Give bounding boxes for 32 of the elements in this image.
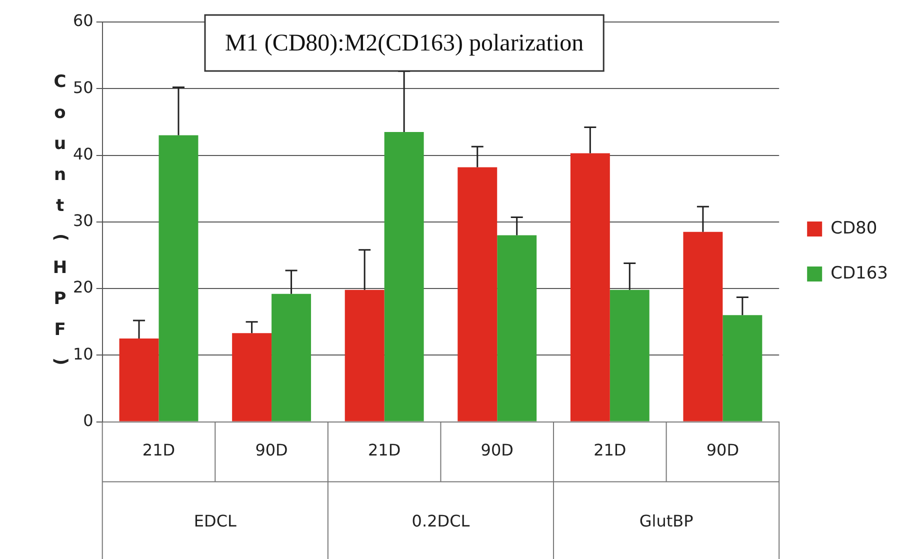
y-tick-label: 10: [73, 344, 94, 364]
text: EDCL: [194, 511, 236, 530]
x-tick-label: 90D: [255, 440, 288, 460]
legend-label: CD163: [830, 263, 888, 284]
y-tick-label: 50: [73, 78, 94, 97]
legend-label: CD80: [830, 218, 878, 238]
bar: [158, 135, 198, 422]
y-tick-label: 40: [73, 144, 94, 164]
bar: [722, 315, 762, 422]
x-tick-label: 21D: [594, 440, 626, 460]
bar: [384, 132, 424, 422]
y-tick-label: 60: [73, 11, 94, 30]
y-tick-label: 30: [73, 211, 94, 230]
x-tick-label: 90D: [706, 440, 740, 460]
bar: [683, 232, 723, 422]
bar: [570, 153, 610, 422]
chart-title: M1 (CD80):M2(CD163) polarization: [225, 30, 584, 56]
y-tick-label: 20: [73, 278, 94, 297]
bar: [119, 338, 159, 422]
bar: [232, 333, 272, 422]
x-tick-label: 90D: [480, 440, 514, 460]
bar: [344, 290, 384, 422]
y-tick-label: 0: [83, 410, 94, 430]
x-tick-label: 21D: [368, 440, 401, 460]
bar: [458, 167, 498, 422]
x-tick-label: 21D: [142, 440, 176, 460]
text: Count (HPF): [50, 72, 71, 366]
text: 0.2DCL: [412, 511, 470, 530]
text: GlutBP: [639, 511, 694, 530]
bar: [272, 294, 312, 422]
bar: [610, 290, 650, 422]
bar: [497, 235, 537, 422]
